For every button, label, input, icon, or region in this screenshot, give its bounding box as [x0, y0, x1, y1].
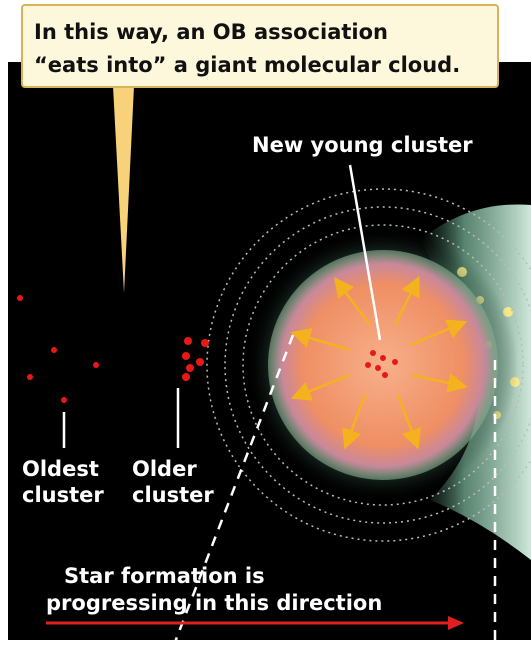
label: progressing in this direction — [46, 591, 382, 615]
shock-rings — [206, 188, 531, 542]
star-clusters — [17, 295, 398, 403]
label: Star formation is — [64, 564, 265, 588]
label: cluster — [132, 483, 214, 507]
direction-arrowhead — [448, 616, 464, 630]
callout-line: “eats into” a giant molecular cloud. — [34, 53, 460, 77]
callout-line: In this way, an OB association — [34, 20, 388, 44]
callout-box — [21, 4, 499, 88]
leader-lines — [62, 164, 382, 448]
dashed-fronts — [170, 334, 497, 651]
label: New young cluster — [252, 133, 473, 157]
expansion-arrows — [290, 276, 468, 450]
label: Oldest — [22, 457, 99, 481]
label: Older — [132, 457, 197, 481]
hii-region — [268, 250, 498, 480]
label: cluster — [22, 483, 104, 507]
callout-pointer — [113, 86, 134, 293]
